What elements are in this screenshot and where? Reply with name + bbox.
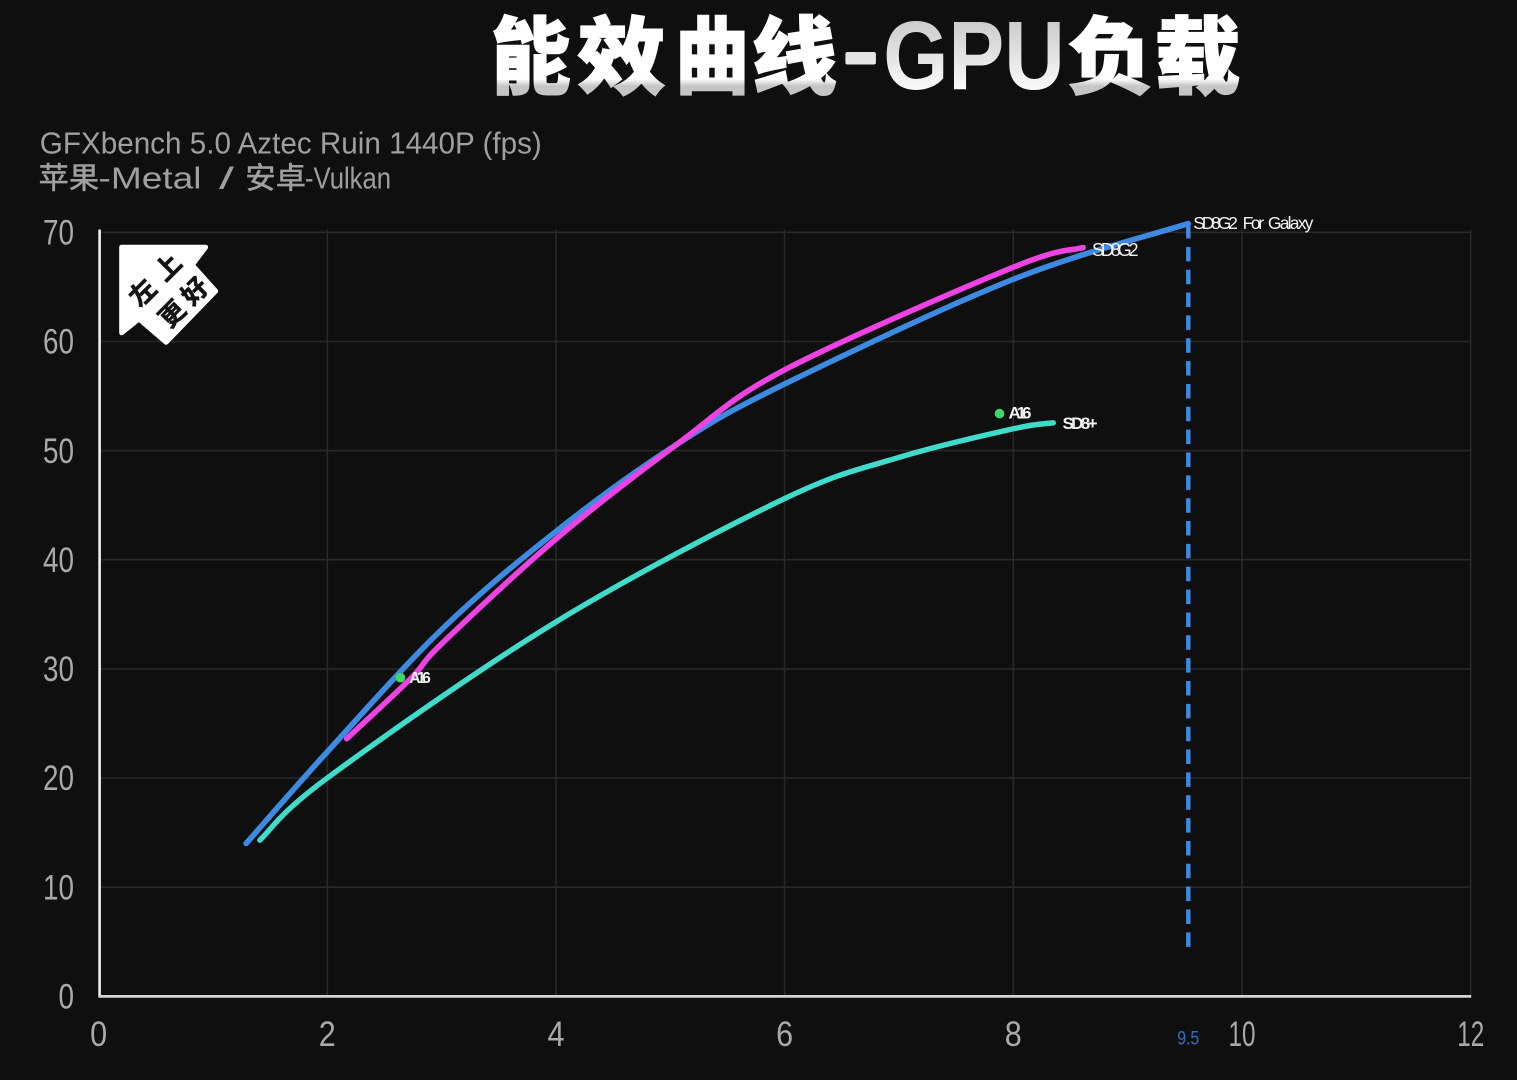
svg-text:10: 10 bbox=[1229, 1015, 1256, 1054]
svg-text:6: 6 bbox=[776, 1015, 793, 1054]
svg-text:10: 10 bbox=[43, 867, 74, 907]
svg-text:Galaxy: Galaxy bbox=[1268, 213, 1314, 233]
svg-text:0: 0 bbox=[90, 1015, 107, 1054]
svg-text:20: 20 bbox=[43, 758, 74, 798]
svg-text:4: 4 bbox=[548, 1015, 565, 1054]
svg-text:-Vulkan: -Vulkan bbox=[305, 161, 391, 196]
svg-text:/: / bbox=[219, 161, 235, 196]
svg-text:SD8G2: SD8G2 bbox=[1193, 213, 1238, 233]
svg-text:0: 0 bbox=[59, 977, 75, 1017]
svg-text:-Metal: -Metal bbox=[99, 161, 202, 196]
svg-text:40: 40 bbox=[43, 540, 74, 580]
svg-text:SD8+: SD8+ bbox=[1063, 414, 1098, 433]
svg-text:8: 8 bbox=[1005, 1015, 1022, 1054]
svg-text:50: 50 bbox=[43, 431, 74, 471]
svg-text:60: 60 bbox=[43, 322, 74, 362]
svg-text:For: For bbox=[1243, 213, 1265, 233]
svg-text:30: 30 bbox=[43, 649, 74, 689]
svg-text:9.5: 9.5 bbox=[1177, 1029, 1199, 1050]
svg-text:SD8G2: SD8G2 bbox=[1092, 240, 1139, 260]
svg-text:GPU: GPU bbox=[883, 1, 1065, 110]
svg-text:GFXbench 5.0 Aztec Ruin 1440P: GFXbench 5.0 Aztec Ruin 1440P (fps) bbox=[40, 126, 542, 161]
svg-text:2: 2 bbox=[319, 1015, 336, 1054]
svg-text:A16: A16 bbox=[1009, 404, 1032, 423]
svg-text:12: 12 bbox=[1457, 1015, 1484, 1054]
svg-text:70: 70 bbox=[43, 213, 74, 253]
svg-text:A16: A16 bbox=[409, 670, 431, 687]
